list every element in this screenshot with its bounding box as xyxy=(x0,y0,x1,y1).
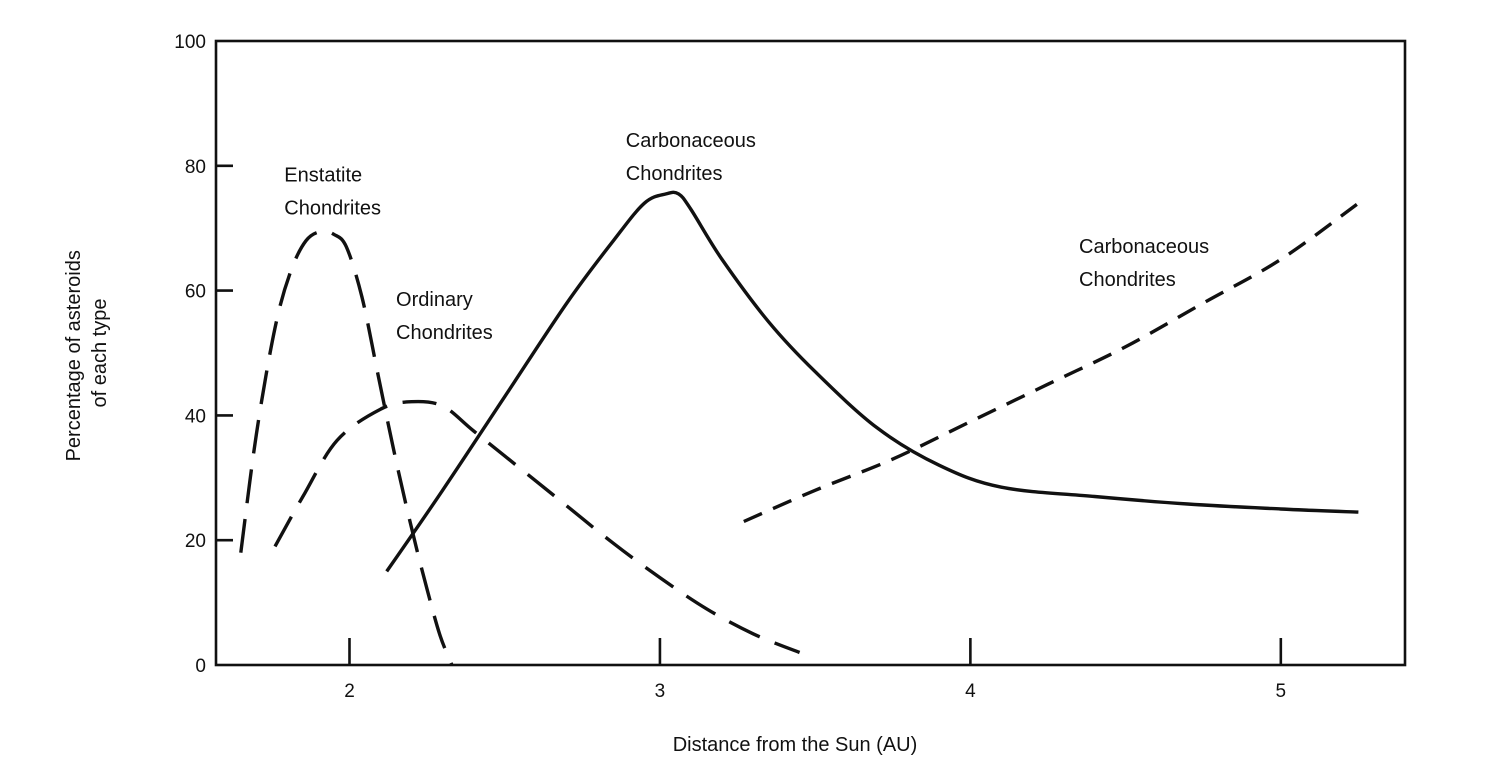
y-axis-title: Percentage of asteroids of each type xyxy=(63,245,111,462)
annotation-line: Carbonaceous xyxy=(1079,236,1209,258)
annotation-line: Chondrites xyxy=(396,322,493,344)
plot-area-frame xyxy=(214,39,1407,667)
annotation-line: Chondrites xyxy=(626,163,723,185)
annotation-enstatite-chondrites: Enstatite Chondrites xyxy=(284,164,381,219)
annotation-line: Chondrites xyxy=(1079,269,1176,291)
annotation-line: Carbonaceous xyxy=(626,130,756,152)
x-tick-label: 5 xyxy=(1276,681,1287,702)
y-tick-label: 60 xyxy=(185,282,206,303)
annotation-line: Chondrites xyxy=(284,197,381,219)
y-axis-title-line-1: Percentage of asteroids xyxy=(63,250,85,461)
curves xyxy=(239,190,1360,666)
y-tick-label: 100 xyxy=(174,32,206,53)
y-tick-label: 20 xyxy=(185,531,206,552)
annotation-line: Enstatite xyxy=(284,164,362,186)
y-axis-ticks: 0 20 40 60 80 100 xyxy=(174,32,233,677)
curve-carbonaceous-chondrites-solid xyxy=(385,190,1359,573)
annotation-carbonaceous-chondrites: Carbonaceous Chondrites xyxy=(1079,236,1209,291)
annotation-ordinary-chondrites: Ordinary Chondrites xyxy=(396,289,493,344)
annotation-line: Ordinary xyxy=(396,289,473,311)
y-tick-label: 0 xyxy=(195,656,206,677)
x-axis-title: Distance from the Sun (AU) xyxy=(673,734,918,756)
x-tick-label: 3 xyxy=(655,681,666,702)
x-axis-ticks: 2 3 4 5 xyxy=(344,638,1286,702)
annotation-carbonaceous-chondrites: Carbonaceous Chondrites xyxy=(626,130,756,185)
curve-enstatite-chondrites-long-dash xyxy=(239,229,454,666)
curve-carbonaceous-chondrites-short-dash xyxy=(743,201,1360,524)
curve-ordinary-chondrites-long-dash xyxy=(273,399,801,655)
x-tick-label: 2 xyxy=(344,681,355,702)
y-tick-label: 40 xyxy=(185,406,206,427)
y-axis-title-line-2: of each type xyxy=(89,299,111,408)
y-tick-label: 80 xyxy=(185,157,206,178)
x-tick-label: 4 xyxy=(965,681,976,702)
